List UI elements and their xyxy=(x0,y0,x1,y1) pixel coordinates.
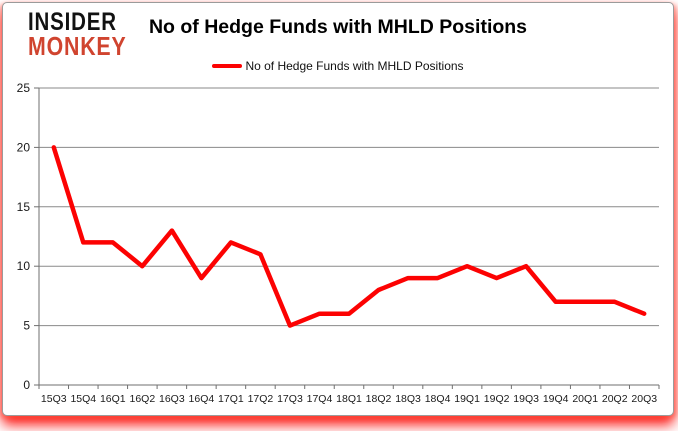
x-axis-label: 19Q2 xyxy=(484,393,510,405)
legend-label: No of Hedge Funds with MHLD Positions xyxy=(245,59,464,73)
y-axis-label: 15 xyxy=(17,200,31,214)
y-axis-label: 25 xyxy=(17,81,31,95)
x-axis-label: 17Q3 xyxy=(277,393,303,405)
x-axis-label: 16Q4 xyxy=(189,393,215,405)
legend-line-swatch xyxy=(212,63,243,69)
x-axis-label: 18Q2 xyxy=(366,393,392,405)
x-axis-label: 18Q1 xyxy=(336,393,362,405)
chart-title: No of Hedge Funds with MHLD Positions xyxy=(148,16,528,38)
insider-monkey-logo: INSIDER MONKEY xyxy=(28,8,127,61)
x-axis-label: 19Q3 xyxy=(513,393,539,405)
logo-insider: INSIDER xyxy=(28,8,117,36)
data-series-line xyxy=(51,145,647,328)
x-axis-label: 16Q3 xyxy=(159,393,185,405)
chart-legend: No of Hedge Funds with MHLD Positions xyxy=(3,59,673,73)
x-axis-label: 20Q3 xyxy=(631,393,657,405)
y-axis-label: 20 xyxy=(17,140,31,154)
logo-monkey: MONKEY xyxy=(28,31,127,61)
x-axis-label: 16Q1 xyxy=(100,393,126,405)
x-axis-label: 16Q2 xyxy=(129,393,155,405)
y-axis-label: 5 xyxy=(23,319,30,333)
y-axis-label: 0 xyxy=(23,378,30,392)
line-chart-svg: 0 5 10 15 20 25 15Q3 15Q4 16Q1 16Q2 16Q3 16Q4 17Q1 17… xyxy=(17,81,660,405)
x-axis-label: 20Q1 xyxy=(572,393,598,405)
chart-card: INSIDER MONKEY No of Hedge Funds with MH… xyxy=(2,2,674,416)
x-axis-label: 15Q4 xyxy=(70,393,96,405)
x-axis-label: 20Q2 xyxy=(602,393,628,405)
x-axis-label: 17Q2 xyxy=(248,393,274,405)
y-axis-label: 10 xyxy=(17,259,31,273)
x-axis-label: 17Q1 xyxy=(218,393,244,405)
x-axis-label: 17Q4 xyxy=(307,393,333,405)
x-axis-label: 19Q1 xyxy=(454,393,480,405)
x-axis-label: 18Q3 xyxy=(395,393,421,405)
x-axis-label: 18Q4 xyxy=(425,393,451,405)
x-axis-label: 15Q3 xyxy=(41,393,67,405)
x-axis-label: 19Q4 xyxy=(543,393,569,405)
